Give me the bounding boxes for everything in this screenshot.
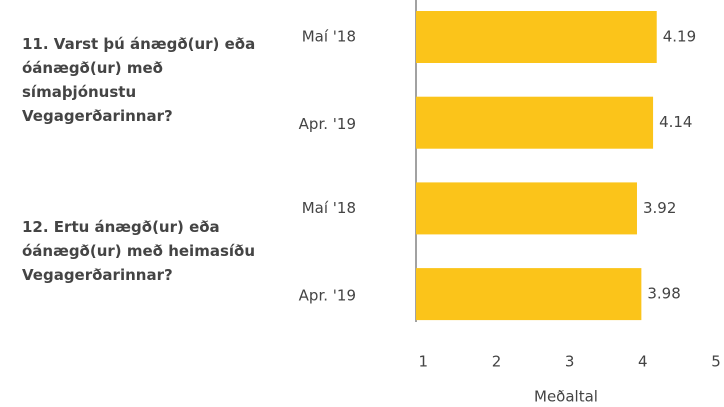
question-label: 12. Ertu ánægð(ur) eða óánægð(ur) með he… [22, 182, 262, 320]
category-label: Maí '18 [302, 28, 356, 46]
x-tick-label: 1 [419, 353, 429, 371]
value-label: 4.19 [663, 28, 696, 46]
x-tick-label: 5 [711, 353, 721, 371]
x-axis-label: Meðaltal [534, 388, 598, 406]
category-label: Maí '18 [302, 199, 356, 217]
x-tick-label: 2 [492, 353, 502, 371]
bar [416, 11, 657, 63]
bar [416, 182, 637, 235]
category-label: Apr. '19 [299, 115, 356, 133]
bar [416, 96, 654, 149]
value-label: 3.98 [647, 285, 680, 303]
value-label: 3.92 [643, 199, 676, 217]
question-text: 11. Varst þú ánægð(ur) eða óánægð(ur) me… [22, 34, 256, 125]
question-text: 12. Ertu ánægð(ur) eða óánægð(ur) með he… [22, 218, 256, 285]
value-label: 4.14 [659, 113, 692, 131]
category-label: Apr. '19 [299, 287, 356, 305]
bar [416, 268, 642, 321]
x-tick-label: 4 [638, 353, 648, 371]
x-tick-label: 3 [565, 353, 575, 371]
question-label: 11. Varst þú ánægð(ur) eða óánægð(ur) me… [22, 11, 262, 149]
